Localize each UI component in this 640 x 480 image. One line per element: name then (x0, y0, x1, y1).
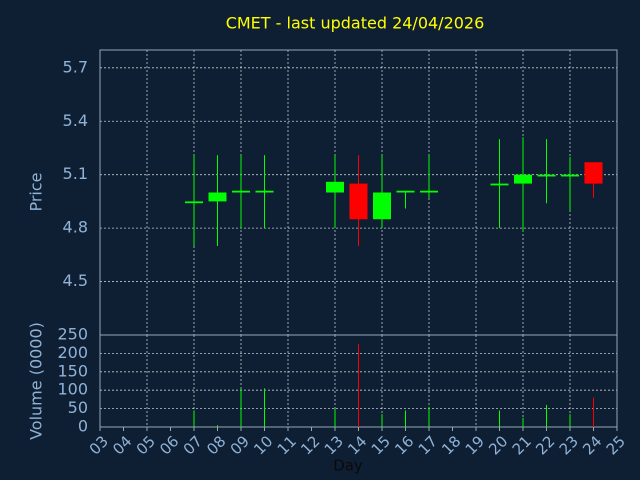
candle-body (537, 174, 556, 177)
x-tick-label: 23 (556, 432, 582, 458)
candle-body (349, 183, 368, 220)
x-tick-label: 12 (297, 432, 323, 458)
y-tick-label: 150 (57, 361, 88, 380)
y-tick-label: 100 (57, 380, 88, 399)
x-tick-label: 05 (133, 432, 159, 458)
candle-body (420, 190, 438, 193)
y-tick-label: 4.8 (63, 218, 88, 237)
candle-body (514, 174, 532, 184)
candle-body (490, 183, 509, 186)
volume-bar (358, 344, 359, 427)
x-tick-label: 15 (368, 432, 394, 458)
x-axis-label: Day (333, 457, 363, 475)
x-tick-label: 11 (274, 432, 300, 458)
volume-bar (569, 414, 571, 427)
candle-body (208, 192, 227, 202)
candle-body (232, 190, 250, 193)
candle-body (255, 190, 274, 193)
volume-bar (334, 408, 336, 427)
y-tick-label: 5.1 (63, 164, 88, 183)
x-tick-label: 10 (250, 432, 276, 458)
y-tick-label: 0 (78, 417, 88, 436)
volume-bar (428, 406, 430, 427)
y-tick-label: 50 (68, 398, 88, 417)
x-tick-label: 14 (344, 432, 370, 458)
x-tick-label: 04 (109, 432, 135, 458)
x-tick-label: 22 (532, 432, 558, 458)
candle-body (373, 192, 391, 220)
candle-body (185, 201, 203, 204)
candle-body (326, 181, 344, 193)
candle-body (584, 162, 603, 184)
volume-bar (217, 425, 218, 427)
x-tick-label: 20 (485, 432, 511, 458)
volume-bar (193, 410, 195, 427)
volume-bar (546, 404, 547, 427)
volume-bar (522, 417, 524, 427)
volume-bar (381, 414, 383, 427)
x-tick-label: 06 (156, 432, 182, 458)
x-tick-label: 25 (603, 432, 629, 458)
x-tick-label: 16 (391, 432, 417, 458)
candle-body (561, 174, 579, 177)
x-tick-label: 08 (203, 432, 229, 458)
y-axis-label: Volume (0000) (27, 322, 46, 440)
y-tick-label: 4.5 (63, 271, 88, 290)
x-tick-label: 18 (438, 432, 464, 458)
volume-bar (593, 397, 594, 427)
y-axis-label: Price (27, 172, 46, 211)
x-tick-label: 13 (321, 432, 347, 458)
x-tick-label: 19 (462, 432, 488, 458)
x-tick-label: 03 (86, 432, 112, 458)
x-tick-label: 21 (509, 432, 535, 458)
volume-bar (405, 410, 406, 427)
x-tick-label: 07 (180, 432, 206, 458)
candle-body (396, 190, 415, 193)
x-tick-label: 17 (415, 432, 441, 458)
x-tick-label: 09 (227, 432, 253, 458)
volume-bar (499, 410, 500, 427)
chart-title: CMET - last updated 24/04/2026 (226, 14, 485, 33)
volume-bar (240, 388, 242, 427)
x-tick-label: 24 (579, 432, 605, 458)
y-tick-label: 5.7 (63, 57, 88, 76)
y-tick-label: 200 (57, 343, 88, 362)
y-tick-label: 250 (57, 325, 88, 344)
y-tick-label: 5.4 (63, 111, 88, 130)
volume-bar (264, 388, 265, 427)
